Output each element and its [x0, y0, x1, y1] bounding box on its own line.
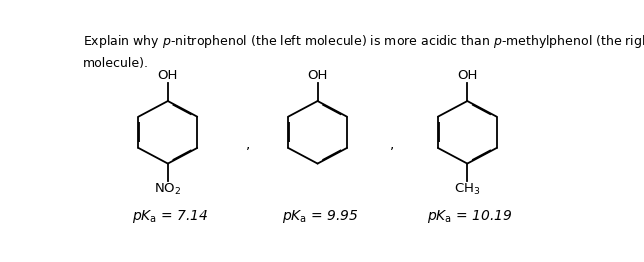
Text: ,: , — [245, 137, 250, 151]
Text: ,: , — [390, 137, 395, 151]
Text: Explain why $p$-nitrophenol (the left molecule) is more acidic than $p$-methylph: Explain why $p$-nitrophenol (the left mo… — [83, 34, 644, 51]
Text: NO$_2$: NO$_2$ — [154, 182, 182, 197]
Text: OH: OH — [457, 69, 477, 82]
Text: OH: OH — [307, 69, 328, 82]
Text: molecule).: molecule). — [83, 57, 149, 70]
Text: $pK_\mathrm{a}$ = 9.95: $pK_\mathrm{a}$ = 9.95 — [281, 208, 359, 225]
Text: $pK_\mathrm{a}$ = 7.14: $pK_\mathrm{a}$ = 7.14 — [132, 208, 209, 225]
Text: CH$_3$: CH$_3$ — [454, 182, 480, 197]
Text: OH: OH — [158, 69, 178, 82]
Text: $pK_\mathrm{a}$ = 10.19: $pK_\mathrm{a}$ = 10.19 — [427, 208, 513, 225]
